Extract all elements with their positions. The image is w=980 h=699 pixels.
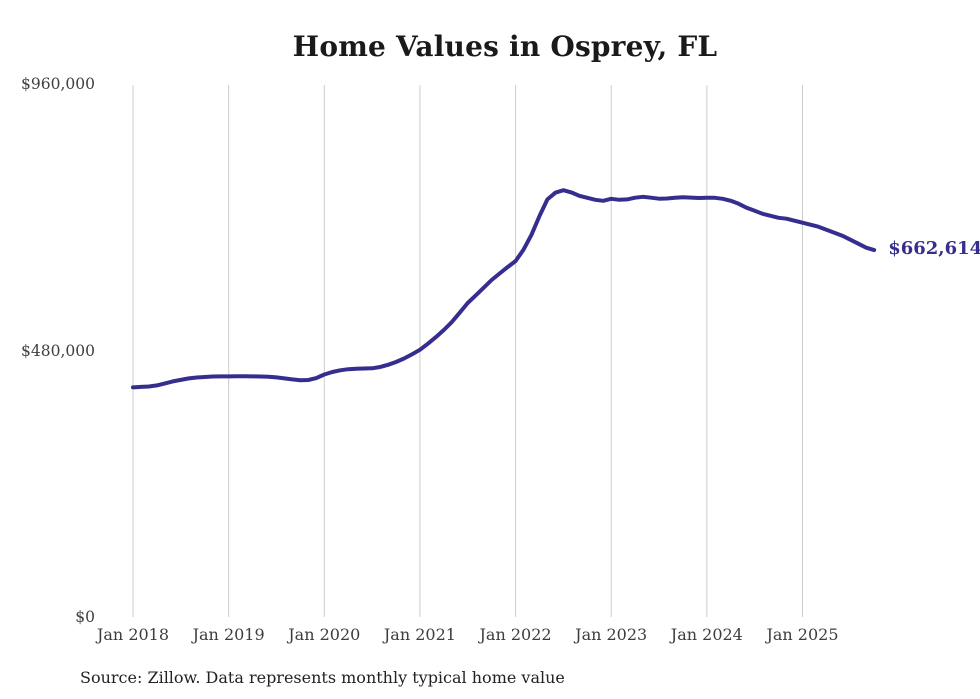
x-axis-tick-label: Jan 2023 [575, 625, 648, 644]
y-axis-tick-label: $0 [75, 608, 95, 626]
x-axis-tick-label: Jan 2025 [766, 625, 839, 644]
y-axis-tick-label: $960,000 [21, 75, 95, 93]
home-value-line [131, 188, 877, 390]
x-axis-tick-label: Jan 2020 [288, 625, 361, 644]
x-axis-tick-label: Jan 2022 [479, 625, 552, 644]
chart-title: Home Values in Osprey, FL [292, 30, 718, 63]
source-note: Source: Zillow. Data represents monthly … [80, 668, 565, 687]
x-axis-tick-label: Jan 2018 [96, 625, 170, 644]
x-axis-tick-label: Jan 2019 [192, 625, 265, 644]
latest-value-callout: $662,614 [888, 238, 980, 260]
x-axis-tick-label: Jan 2024 [670, 625, 743, 644]
x-axis-tick-label: Jan 2021 [383, 625, 456, 644]
y-axis-tick-label: $480,000 [21, 341, 95, 360]
